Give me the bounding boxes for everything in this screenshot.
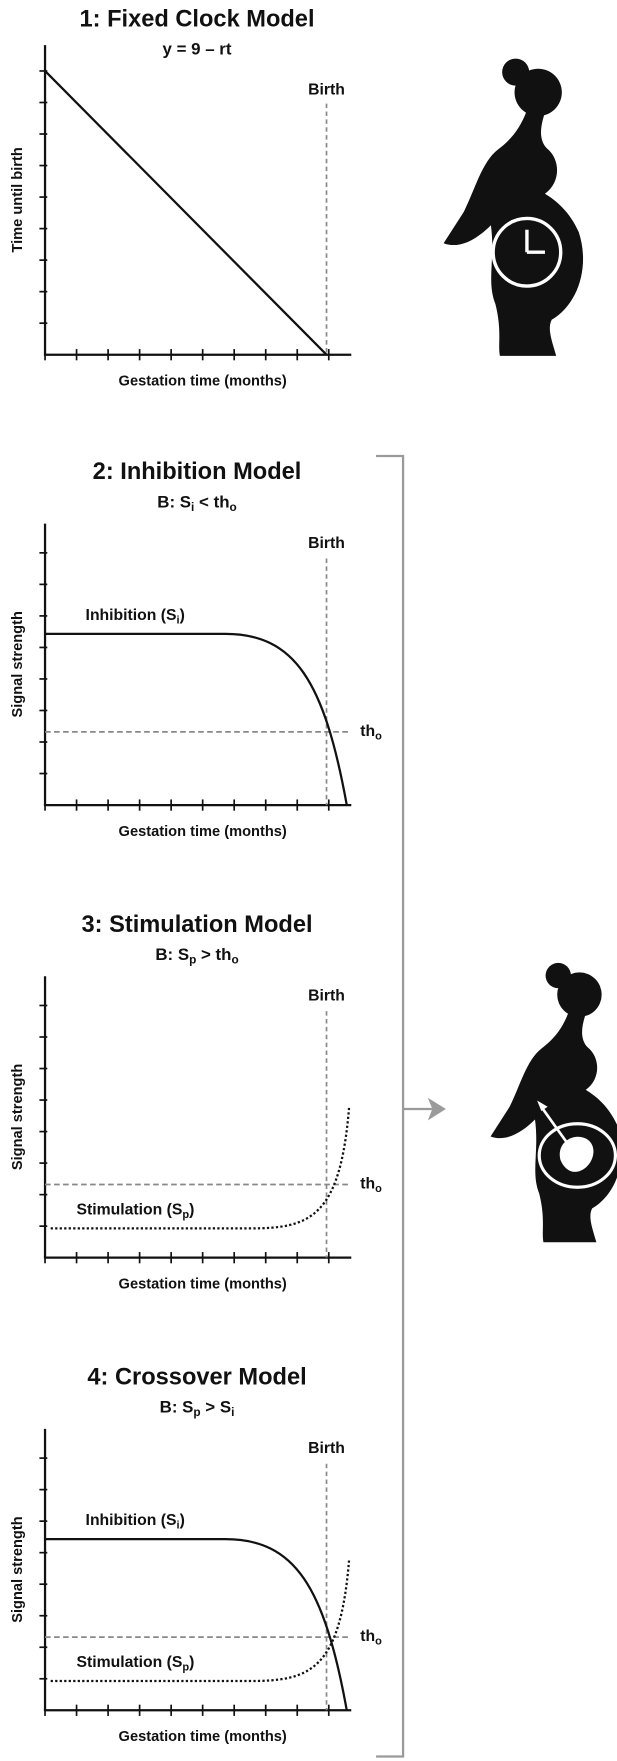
text-part: th xyxy=(360,723,375,740)
text-part: Inhibition (S xyxy=(86,1512,177,1529)
subscript: i xyxy=(177,614,180,626)
panel-subtitle: y = 9 – rt xyxy=(163,40,232,59)
panel-subtitle: B: Sp > tho xyxy=(155,945,238,966)
text-part: ) xyxy=(189,1654,194,1671)
subscript: i xyxy=(177,1520,180,1532)
stimulation-label: Stimulation (Sp) xyxy=(77,1202,195,1221)
pregnant-silhouette-clock xyxy=(443,58,584,356)
head xyxy=(557,972,602,1017)
panel-title: 4: Crossover Model xyxy=(87,1364,306,1390)
subscript: p xyxy=(189,953,196,967)
body xyxy=(490,1011,617,1243)
inhibition-curve xyxy=(45,632,348,806)
threshold-label: tho xyxy=(360,1628,382,1647)
threshold-label: tho xyxy=(360,723,382,742)
subscript: o xyxy=(375,1183,382,1195)
text-part: B: S xyxy=(157,493,191,512)
subscript: o xyxy=(375,730,382,742)
inhibition-curve xyxy=(45,1538,348,1711)
panel-title: 1: Fixed Clock Model xyxy=(80,7,315,33)
stimulation-curve xyxy=(50,1107,351,1230)
panel-title: 3: Stimulation Model xyxy=(82,912,313,938)
birth-label: Birth xyxy=(308,535,345,552)
text-part: y = 9 – rt xyxy=(163,40,232,59)
subscript: i xyxy=(191,500,194,514)
birth-label: Birth xyxy=(308,81,345,98)
y-axis-label: Signal strength xyxy=(10,1516,26,1623)
birth-label: Birth xyxy=(308,1440,345,1457)
subscript: o xyxy=(230,500,237,514)
womb xyxy=(537,1122,617,1189)
pregnant-silhouette-fetus xyxy=(490,962,617,1243)
x-axis-label: Gestation time (months) xyxy=(119,824,287,840)
subscript: o xyxy=(231,953,238,967)
text-part: > th xyxy=(196,945,231,964)
y-axis-label: Signal strength xyxy=(10,1064,26,1171)
text-part: th xyxy=(360,1176,375,1193)
clock-face xyxy=(491,216,563,288)
text-part: < th xyxy=(194,493,229,512)
text-part: Stimulation (S xyxy=(77,1654,183,1671)
subscript: o xyxy=(375,1636,382,1648)
text-part: Inhibition (S xyxy=(86,607,177,624)
panel-subtitle: B: Si < tho xyxy=(157,493,236,514)
text-part: ) xyxy=(180,1512,185,1529)
text-part: ) xyxy=(189,1202,194,1219)
threshold-label: tho xyxy=(360,1176,382,1195)
stimulation-label: Stimulation (Sp) xyxy=(77,1654,195,1673)
arrow-head xyxy=(427,1097,446,1121)
subscript: i xyxy=(231,1405,234,1419)
head xyxy=(514,68,562,117)
subscript: p xyxy=(193,1405,200,1419)
text-part: > S xyxy=(201,1398,232,1417)
text-part: B: S xyxy=(155,945,189,964)
arrow xyxy=(540,1106,575,1153)
text-part: B: S xyxy=(160,1398,194,1417)
arrow-head xyxy=(564,1147,578,1158)
text-part: ) xyxy=(180,607,185,624)
panel-subtitle: B: Sp > Si xyxy=(160,1398,235,1419)
birth-label: Birth xyxy=(308,988,345,1005)
inhibition-label: Inhibition (Si) xyxy=(86,1512,185,1531)
stimulation-curve xyxy=(50,1560,351,1683)
inhibition-label: Inhibition (Si) xyxy=(86,607,185,626)
x-axis-label: Gestation time (months) xyxy=(119,1277,287,1293)
arrow-head xyxy=(537,1100,548,1112)
subscript: p xyxy=(182,1209,189,1221)
y-axis-label: Time until birth xyxy=(10,147,26,252)
subscript: p xyxy=(182,1661,189,1673)
text-part: th xyxy=(360,1628,375,1645)
body xyxy=(443,110,584,356)
x-axis-label: Gestation time (months) xyxy=(119,1729,287,1745)
clock-line xyxy=(44,70,328,356)
y-axis-label: Signal strength xyxy=(10,611,26,718)
x-axis-label: Gestation time (months) xyxy=(119,374,287,390)
text-part: Stimulation (S xyxy=(77,1202,183,1219)
panel-title: 2: Inhibition Model xyxy=(93,459,302,485)
bracket xyxy=(376,454,405,1758)
